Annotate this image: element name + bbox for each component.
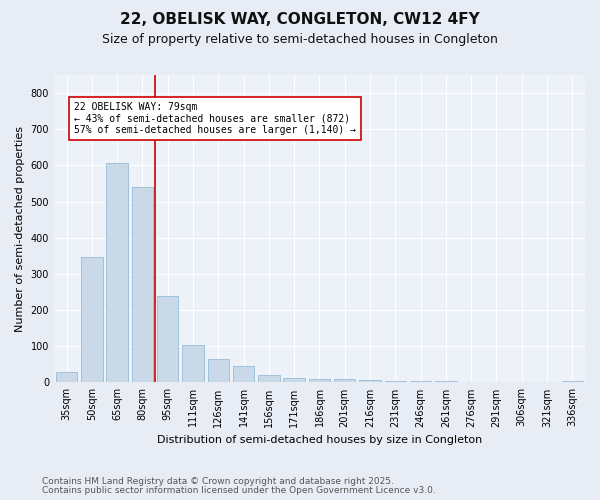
- Bar: [131, 187, 153, 382]
- Bar: [182, 345, 204, 383]
- Bar: [334, 379, 355, 382]
- Bar: [385, 380, 406, 382]
- Bar: [233, 366, 254, 382]
- X-axis label: Distribution of semi-detached houses by size in Congleton: Distribution of semi-detached houses by …: [157, 435, 482, 445]
- Bar: [157, 296, 178, 382]
- Bar: [208, 359, 229, 382]
- Bar: [106, 162, 128, 382]
- Bar: [309, 379, 330, 382]
- Text: Contains HM Land Registry data © Crown copyright and database right 2025.: Contains HM Land Registry data © Crown c…: [42, 477, 394, 486]
- Text: 22, OBELISK WAY, CONGLETON, CW12 4FY: 22, OBELISK WAY, CONGLETON, CW12 4FY: [120, 12, 480, 28]
- Bar: [258, 375, 280, 382]
- Text: 22 OBELISK WAY: 79sqm
← 43% of semi-detached houses are smaller (872)
57% of sem: 22 OBELISK WAY: 79sqm ← 43% of semi-deta…: [74, 102, 356, 136]
- Bar: [81, 256, 103, 382]
- Y-axis label: Number of semi-detached properties: Number of semi-detached properties: [15, 126, 25, 332]
- Text: Contains public sector information licensed under the Open Government Licence v3: Contains public sector information licen…: [42, 486, 436, 495]
- Bar: [410, 381, 431, 382]
- Bar: [56, 372, 77, 382]
- Text: Size of property relative to semi-detached houses in Congleton: Size of property relative to semi-detach…: [102, 32, 498, 46]
- Bar: [359, 380, 381, 382]
- Bar: [283, 378, 305, 382]
